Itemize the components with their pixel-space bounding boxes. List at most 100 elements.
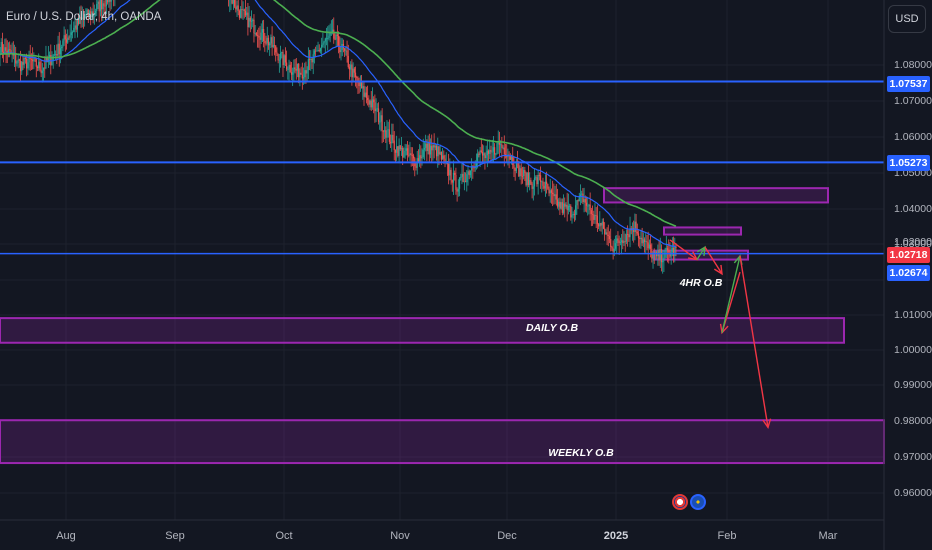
- candle-body: [527, 172, 530, 186]
- candle-body: [428, 141, 430, 155]
- currency-button[interactable]: USD: [888, 5, 926, 33]
- candle-body: [460, 176, 462, 178]
- price-tick: 0.98000: [894, 415, 932, 427]
- candle-body: [28, 56, 30, 63]
- candle-body: [264, 41, 266, 44]
- candle-body: [452, 172, 455, 183]
- candle-body: [525, 172, 527, 186]
- candle-body: [409, 153, 411, 156]
- candle-body: [62, 40, 64, 47]
- candle-body: [526, 172, 528, 186]
- candle-body: [253, 19, 255, 34]
- candle-body: [258, 35, 260, 38]
- candle-body: [404, 150, 406, 156]
- candle-body: [56, 54, 58, 56]
- candle-body: [75, 25, 77, 30]
- price-tick: 0.96000: [894, 487, 932, 499]
- candle-body: [240, 9, 242, 18]
- price-tick: 1.08000: [894, 59, 932, 71]
- candle-body: [560, 202, 562, 209]
- candle-body: [468, 171, 470, 176]
- candle-body: [325, 38, 328, 40]
- candle-body: [519, 168, 521, 177]
- candle-body: [548, 188, 550, 194]
- candle-body: [601, 221, 603, 226]
- candle-body: [386, 130, 388, 138]
- candle-body: [92, 11, 94, 14]
- daily-ob-label: DAILY O.B: [525, 322, 579, 334]
- candle-body: [605, 232, 607, 235]
- candle-body: [509, 155, 511, 160]
- candle-body: [382, 130, 384, 132]
- projection-arrow: [696, 246, 706, 260]
- candle-body: [549, 190, 551, 194]
- candle-body: [550, 190, 553, 193]
- candle-body: [232, 0, 234, 4]
- candle-body: [100, 0, 103, 10]
- candle-body: [17, 59, 19, 63]
- candle-body: [535, 177, 537, 179]
- candle-body: [576, 200, 578, 206]
- candle-body: [650, 244, 652, 249]
- candle-body: [335, 34, 337, 40]
- candle-body: [645, 241, 647, 243]
- candle-body: [306, 70, 308, 74]
- candle-body: [246, 12, 248, 16]
- candle-body: [289, 64, 291, 73]
- candle-body: [358, 82, 360, 87]
- candle-body: [573, 214, 576, 215]
- candle-body: [35, 58, 37, 67]
- price-tick: 1.07000: [894, 95, 932, 107]
- candle-body: [585, 202, 588, 206]
- candle-body: [307, 59, 309, 71]
- candle-body: [544, 181, 546, 189]
- candle-body: [19, 60, 22, 72]
- candle-body: [98, 1, 100, 12]
- candle-body: [660, 248, 663, 263]
- price-label-1-07537: 1.07537: [887, 76, 930, 92]
- candle-body: [286, 62, 288, 70]
- candle-body: [79, 16, 81, 24]
- candle-body: [463, 181, 465, 183]
- candle-body: [238, 10, 241, 18]
- candle-body: [61, 46, 63, 49]
- candle-body: [427, 141, 429, 151]
- candle-body: [256, 35, 259, 36]
- candle-body: [107, 0, 109, 3]
- candle-body: [338, 35, 340, 47]
- candle-body: [480, 150, 482, 152]
- candle-body: [469, 170, 472, 176]
- candle-body: [422, 149, 424, 158]
- candle-body: [109, 0, 111, 2]
- candle-body: [365, 92, 368, 98]
- eu-flag-icon[interactable]: [690, 494, 706, 510]
- candle-body: [321, 44, 323, 49]
- candle-body: [524, 170, 526, 173]
- candle-body: [64, 35, 66, 40]
- candle-body: [369, 100, 371, 105]
- candle-body: [363, 86, 365, 97]
- candle-body: [542, 181, 544, 186]
- candle-body: [435, 145, 438, 157]
- symbol-title[interactable]: Euro / U.S. Dollar, 4h, OANDA: [6, 11, 162, 23]
- candle-body: [593, 214, 595, 220]
- candle-body: [322, 43, 324, 45]
- candle-body: [336, 34, 338, 36]
- ema-layer: [0, 0, 677, 248]
- candle-body: [292, 72, 294, 75]
- candle-body: [231, 0, 233, 4]
- candle-body: [90, 11, 92, 17]
- candle-body: [628, 234, 630, 238]
- candle-body: [591, 214, 594, 215]
- candle-body: [255, 33, 257, 36]
- candle-body: [353, 68, 355, 73]
- candle-body: [304, 70, 306, 78]
- candle-body: [662, 260, 664, 263]
- candle-body: [236, 5, 238, 10]
- candle-body: [484, 153, 486, 159]
- candle-body: [575, 205, 577, 215]
- candle-body: [36, 66, 39, 69]
- us-flag-icon[interactable]: [672, 494, 688, 510]
